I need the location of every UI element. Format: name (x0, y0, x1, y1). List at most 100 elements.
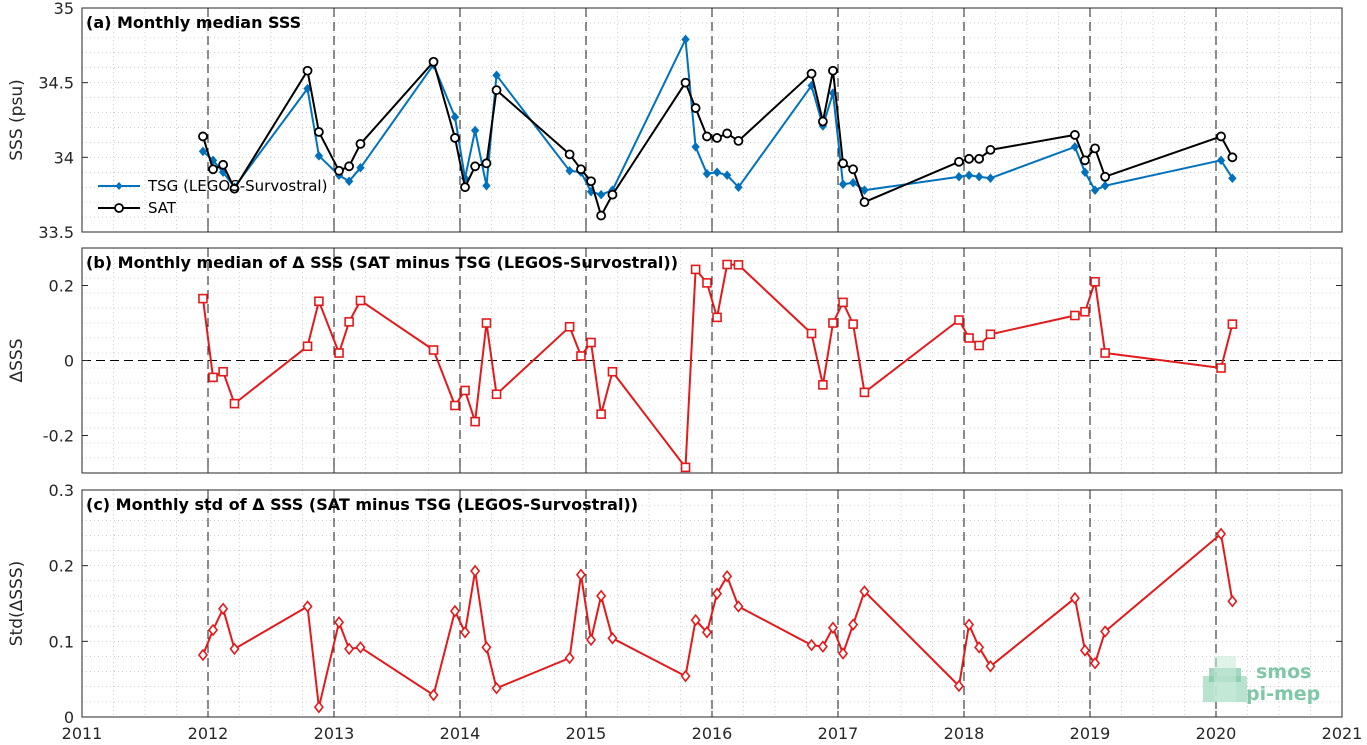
xtick-label: 2014 (440, 724, 481, 743)
data-point (964, 170, 974, 181)
data-point (712, 312, 722, 323)
data-point (1216, 131, 1226, 142)
data-point (491, 681, 502, 695)
data-point (302, 65, 313, 76)
xtick-label: 2017 (818, 724, 859, 743)
data-point (586, 337, 596, 348)
data-point (1227, 319, 1238, 329)
data-point (229, 398, 240, 409)
data-point (208, 164, 218, 175)
data-point (218, 159, 229, 170)
data-point (482, 180, 491, 191)
data-point (607, 189, 618, 200)
data-point (1100, 625, 1111, 638)
data-point (680, 462, 691, 473)
data-point (470, 161, 481, 172)
data-point (344, 642, 355, 656)
data-point (355, 295, 366, 306)
data-point (229, 642, 240, 656)
data-point (964, 153, 974, 164)
data-point (848, 164, 859, 175)
legend-label: SAT (148, 199, 177, 217)
xtick-label: 2020 (1196, 724, 1237, 743)
data-point (481, 318, 492, 328)
ytick-label: 34 (54, 148, 74, 167)
data-point (314, 296, 324, 307)
legend-marker (114, 203, 124, 213)
data-point (198, 131, 208, 142)
data-point (596, 189, 606, 200)
data-point (859, 387, 870, 398)
data-point (1069, 130, 1080, 140)
data-point (806, 328, 817, 339)
data-point (1216, 527, 1227, 541)
data-point (302, 600, 313, 613)
data-point (344, 161, 355, 172)
data-point (449, 604, 460, 618)
data-point (355, 641, 366, 654)
data-point (596, 210, 607, 221)
data-point (680, 77, 691, 88)
data-point (733, 136, 744, 146)
series-line (202, 263, 1234, 469)
xtick-label: 2019 (1070, 724, 1111, 743)
ytick-label: 0.3 (49, 481, 74, 500)
ytick-label: 0.2 (49, 277, 74, 296)
data-point (314, 151, 324, 161)
data-point (229, 183, 240, 194)
data-point (1079, 644, 1090, 657)
data-point (586, 176, 596, 187)
logo-line2: pi-mep (1246, 683, 1320, 705)
data-point (985, 660, 996, 673)
data-point (1227, 594, 1238, 608)
data-point (576, 351, 586, 361)
ytick-label: 0 (64, 352, 74, 371)
data-point (428, 345, 439, 355)
data-point (860, 185, 869, 195)
legend: TSG (LEGOS-Survostral) SAT (98, 177, 327, 217)
data-point (974, 340, 984, 351)
data-point (198, 146, 208, 157)
data-point (313, 127, 324, 137)
ytick-label: 35 (54, 0, 74, 18)
data-point (985, 144, 996, 155)
data-point (197, 648, 208, 662)
data-point (344, 317, 354, 327)
data-point (954, 315, 964, 325)
data-point (828, 65, 838, 76)
xtick-label: 2012 (188, 724, 229, 743)
data-point (1216, 363, 1226, 373)
data-point (596, 409, 606, 419)
panel-a: 33.5 34 34.5 35 SSS (psu) (a) Monthly median … (7, 0, 1343, 242)
series-line (202, 532, 1234, 709)
data-point (334, 165, 344, 176)
data-point (491, 389, 502, 400)
y-axis-label: SSS (psu) (7, 79, 27, 160)
data-point (470, 125, 480, 136)
data-point (974, 641, 985, 654)
data-point (481, 641, 492, 654)
data-point (701, 625, 712, 639)
data-point (702, 131, 712, 142)
data-point (733, 600, 744, 613)
data-point (428, 688, 439, 702)
y-axis-label: Std(ΔSSS) (7, 561, 27, 647)
data-point (450, 400, 460, 411)
logo-line1: smos (1256, 661, 1311, 683)
data-point (827, 621, 838, 634)
legend-marker (115, 182, 123, 190)
data-point (690, 264, 701, 275)
data-point (953, 679, 964, 693)
data-point (974, 171, 984, 182)
data-point (218, 366, 228, 377)
data-point (828, 318, 838, 328)
data-point (460, 385, 470, 396)
data-point (954, 156, 964, 167)
data-point (491, 85, 502, 96)
panel-title: (c) Monthly std of Δ SSS (SAT minus TSG … (86, 495, 638, 514)
data-point (722, 128, 733, 139)
data-point (575, 568, 586, 582)
data-point (1090, 185, 1100, 195)
data-point (576, 164, 586, 175)
data-point (1227, 152, 1238, 163)
